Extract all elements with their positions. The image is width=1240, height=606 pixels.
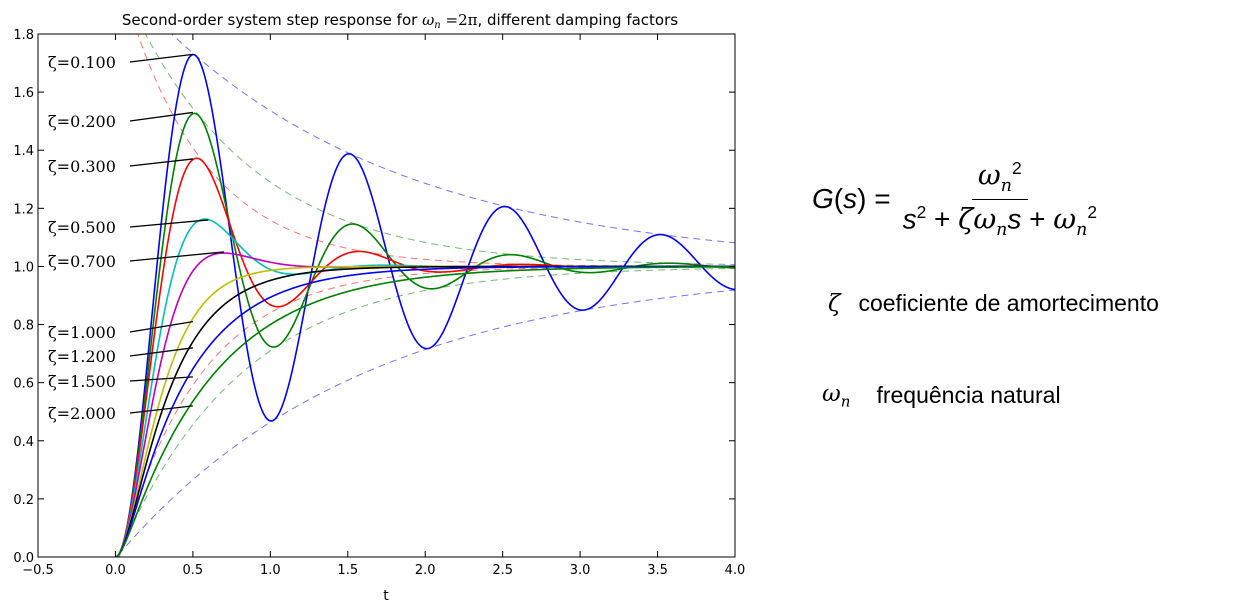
series-pointer-2 <box>129 158 193 167</box>
series-pointer-0 <box>129 53 193 63</box>
zeta-description: ζ coeficiente de amortecimento <box>828 290 1159 317</box>
envelope-upper-2 <box>137 34 735 267</box>
series-line-6 <box>115 265 735 557</box>
series-label-4: ζ=0.700 <box>48 252 116 271</box>
series-line-8 <box>115 266 735 557</box>
series-pointer-4 <box>129 251 224 262</box>
zeta-symbol: ζ <box>828 290 841 317</box>
y-tick-label-7: 1.4 <box>13 144 34 159</box>
envelope-upper-0 <box>170 34 735 244</box>
envelope-upper-1 <box>144 34 735 265</box>
formula-numerator: ωn2 <box>971 158 1028 200</box>
y-tick-label-1: 0.2 <box>13 493 34 508</box>
x-tick-label-0: −0.5 <box>22 563 54 578</box>
series-line-2 <box>115 157 735 557</box>
y-tick-label-0: 0.0 <box>13 551 34 566</box>
envelope-lower-0 <box>118 289 735 556</box>
y-tick-label-8: 1.6 <box>13 86 34 101</box>
x-tick-label-9: 4.0 <box>725 563 746 578</box>
x-tick-label-1: 0.0 <box>105 563 126 578</box>
envelope-lines <box>118 34 735 557</box>
series-pointer-1 <box>129 111 193 122</box>
series-label-8: ζ=2.000 <box>48 404 116 423</box>
x-tick-label-8: 3.5 <box>647 563 668 578</box>
series-label-5: ζ=1.000 <box>48 323 116 342</box>
series-label-6: ζ=1.200 <box>48 347 116 366</box>
x-tick-label-4: 1.5 <box>337 563 358 578</box>
x-axis-label: t <box>383 588 389 604</box>
series-pointer-5 <box>129 321 193 333</box>
envelope-lower-1 <box>118 267 735 556</box>
envelope-lower-2 <box>118 266 735 557</box>
series-label-7: ζ=1.500 <box>48 372 116 391</box>
omega-symbol: ωn <box>822 381 851 411</box>
x-tick-label-5: 2.0 <box>415 563 436 578</box>
y-tick-label-5: 1.0 <box>13 260 34 275</box>
omega-text: frequência natural <box>876 381 1061 408</box>
y-tick-label-9: 1.8 <box>13 28 34 43</box>
series-line-5 <box>115 265 735 557</box>
series-lines <box>115 53 735 557</box>
formula-denominator: s2 + ζωns + ωn2 <box>902 201 1097 240</box>
y-tick-label-6: 1.2 <box>13 202 34 217</box>
x-tick-label-3: 1.0 <box>260 563 281 578</box>
y-tick-label-4: 0.8 <box>13 319 34 334</box>
series-labels: ζ=0.100 ζ=0.200 ζ=0.300 ζ=0.500 ζ=0.700 ζ=1.0… <box>48 53 224 423</box>
series-label-1: ζ=0.200 <box>48 112 116 131</box>
series-pointer-6 <box>129 347 193 357</box>
formula-lhs: G(s) = <box>812 182 891 214</box>
y-tick-label-3: 0.6 <box>13 377 34 392</box>
series-label-2: ζ=0.300 <box>48 157 116 176</box>
formula-fraction: ωn2 s2 + ζωns + ωn2 <box>903 158 1097 240</box>
y-tick-label-2: 0.4 <box>13 435 34 450</box>
series-label-0: ζ=0.100 <box>48 53 116 72</box>
series-line-0 <box>115 53 735 557</box>
series-line-1 <box>115 112 735 557</box>
transfer-function-formula: G(s) = ωn2 s2 + ζωns + ωn2 <box>812 158 1097 240</box>
chart-title: Second-order system step response for ωn… <box>122 11 678 31</box>
axis-ticks: −0.5 0.0 0.5 1.0 1.5 2.0 2.5 3.0 3.5 4.00.00.20.4… <box>13 28 745 578</box>
series-pointer-8 <box>129 405 193 414</box>
x-tick-label-7: 3.0 <box>570 563 591 578</box>
plot-frame <box>37 33 736 558</box>
series-pointer-3 <box>129 219 209 228</box>
series-pointer-7 <box>129 376 193 382</box>
series-label-3: ζ=0.500 <box>48 218 116 237</box>
zeta-text: coeficiente de amortecimento <box>858 290 1159 316</box>
series-line-7 <box>115 265 735 557</box>
x-tick-label-6: 2.5 <box>492 563 513 578</box>
x-tick-label-2: 0.5 <box>183 563 204 578</box>
omega-description: ωn frequência natural <box>822 380 1061 411</box>
